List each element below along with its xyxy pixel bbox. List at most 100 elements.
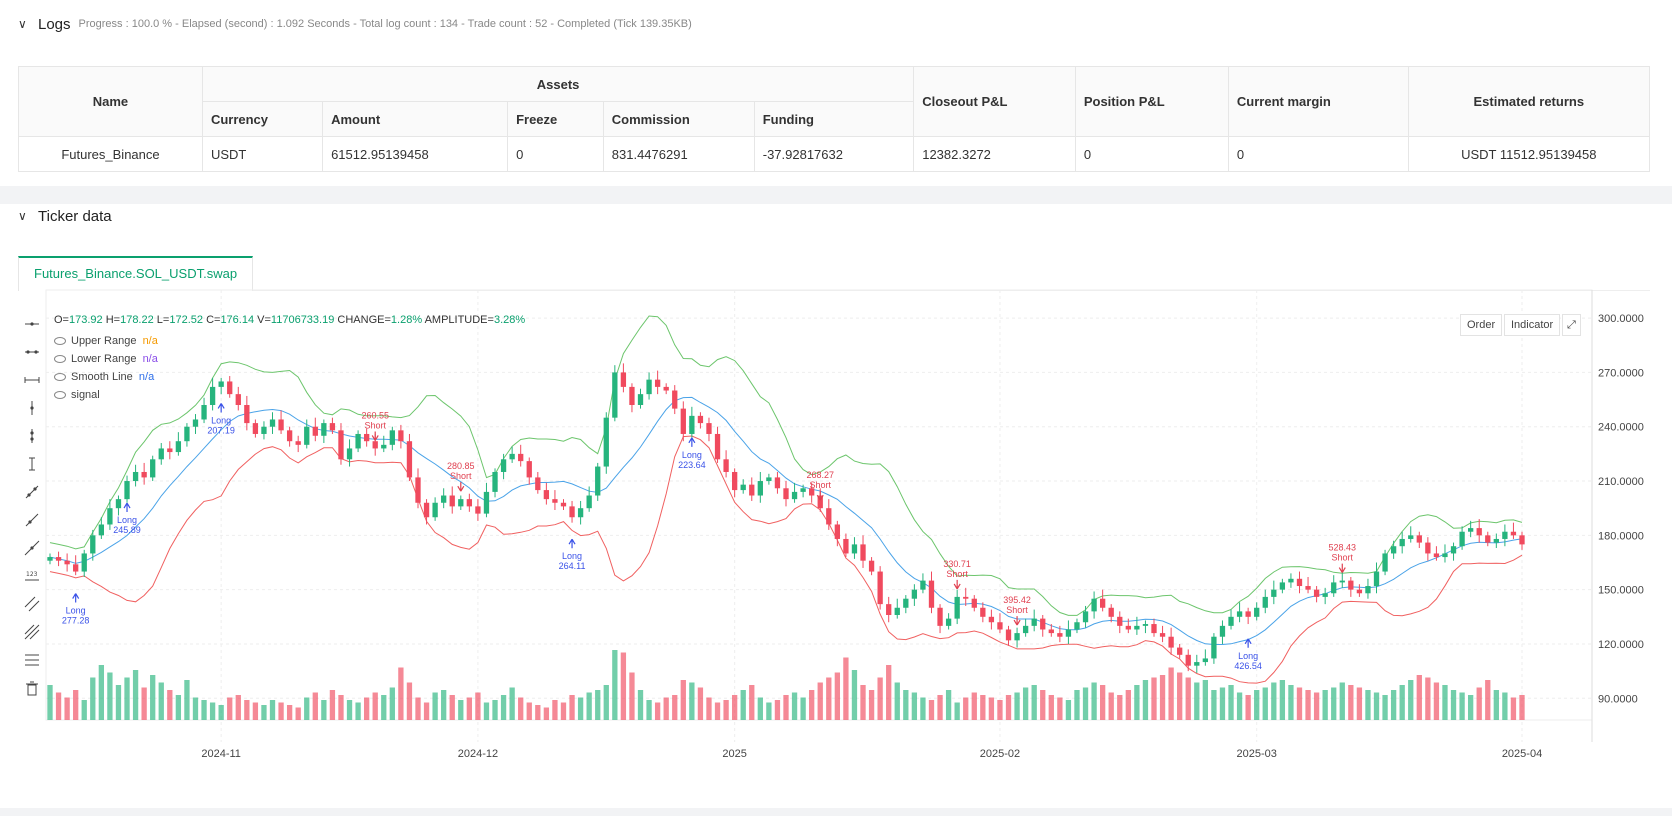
candle-body bbox=[1057, 633, 1063, 637]
volume-bar bbox=[90, 677, 96, 720]
candle-body bbox=[1356, 589, 1363, 594]
candle-body bbox=[766, 477, 772, 482]
legend-signal[interactable]: signal bbox=[54, 386, 158, 404]
legend-smooth-line[interactable]: Smooth Line n/a bbox=[54, 368, 158, 386]
volume-bar bbox=[227, 697, 233, 720]
funding-header: Funding bbox=[753, 101, 915, 137]
indicator-button[interactable]: Indicator bbox=[1504, 314, 1561, 336]
cell-name: Futures_Binance bbox=[18, 136, 203, 172]
volume-bar bbox=[877, 677, 883, 720]
volume-bar bbox=[1194, 682, 1200, 720]
ray-line-icon[interactable] bbox=[20, 506, 44, 534]
volume-bar bbox=[1348, 685, 1354, 720]
volume-bar bbox=[868, 690, 875, 720]
volume-bar bbox=[124, 677, 130, 720]
volume-bar bbox=[1185, 677, 1191, 720]
volume-bar bbox=[509, 687, 515, 720]
candle-body bbox=[1322, 593, 1328, 597]
short-price-label: 268.27 bbox=[806, 470, 834, 480]
horizontal-segment-icon[interactable] bbox=[20, 366, 44, 394]
eye-icon[interactable] bbox=[54, 337, 66, 345]
candle-body bbox=[500, 459, 507, 472]
candle-body bbox=[321, 423, 327, 436]
horizontal-ray-icon[interactable] bbox=[20, 338, 44, 366]
parallel-channel-icon[interactable] bbox=[20, 590, 44, 618]
horizontal-line-icon[interactable] bbox=[20, 310, 44, 338]
vertical-line-icon[interactable] bbox=[20, 394, 44, 422]
candle-body bbox=[1177, 647, 1183, 655]
open-value: 173.92 bbox=[68, 314, 103, 326]
fullscreen-icon[interactable]: ⤢ bbox=[1562, 314, 1581, 336]
candle-body bbox=[1510, 531, 1517, 536]
volume-bar bbox=[971, 692, 977, 720]
volume-bar bbox=[372, 692, 378, 720]
cell-amount: 61512.95139458 bbox=[322, 136, 509, 172]
pitchfork-icon[interactable] bbox=[20, 618, 44, 646]
volume-bar bbox=[860, 685, 866, 720]
eye-icon[interactable] bbox=[54, 373, 66, 381]
candle-body bbox=[1134, 625, 1140, 630]
volume-bar bbox=[432, 692, 438, 720]
chevron-down-icon[interactable]: ∨ bbox=[18, 209, 27, 223]
candle-body bbox=[535, 477, 541, 491]
volume-bar bbox=[1467, 695, 1474, 720]
candle-body bbox=[731, 471, 738, 491]
candle-body bbox=[1151, 624, 1157, 634]
trend-line-icon[interactable] bbox=[20, 478, 44, 506]
candle-body bbox=[381, 444, 387, 449]
eye-icon[interactable] bbox=[54, 355, 66, 363]
volume-bar bbox=[466, 697, 473, 720]
long-arrow-icon bbox=[688, 437, 696, 447]
short-arrow-icon bbox=[953, 579, 961, 590]
volume-bar bbox=[672, 695, 678, 720]
volume-bar bbox=[1005, 695, 1012, 720]
trash-icon[interactable] bbox=[20, 674, 44, 702]
volume-bar bbox=[1373, 692, 1380, 720]
price-chart[interactable]: 90.0000 120.0000 150.0000 180.0000 210.0000 2… bbox=[0, 204, 1672, 808]
candle-body bbox=[1074, 622, 1080, 630]
candle-body bbox=[851, 544, 858, 554]
legend-lower-range[interactable]: Lower Range n/a bbox=[54, 350, 158, 368]
long-arrow-icon bbox=[123, 502, 131, 513]
short-price-label: 395.42 bbox=[1003, 595, 1031, 605]
volume-bar bbox=[252, 702, 259, 720]
chevron-down-icon[interactable]: ∨ bbox=[18, 17, 27, 31]
short-label: Short bbox=[1006, 605, 1028, 615]
volume-bar bbox=[500, 695, 507, 720]
volume-bar bbox=[1117, 695, 1123, 720]
fib-retracement-icon[interactable] bbox=[20, 646, 44, 674]
candle-body bbox=[415, 477, 421, 503]
cell-position-pnl: 0 bbox=[1074, 136, 1229, 172]
volume-bar bbox=[1040, 690, 1046, 720]
volume-bar bbox=[646, 700, 652, 720]
volume-bar bbox=[346, 700, 353, 720]
candle-body bbox=[1373, 571, 1380, 587]
legend-upper-range[interactable]: Upper Range n/a bbox=[54, 332, 158, 350]
candle-body bbox=[432, 502, 438, 518]
volume-bar bbox=[928, 700, 935, 720]
volume-bar bbox=[483, 702, 490, 720]
tab-sol-usdt-swap[interactable]: Futures_Binance.SOL_USDT.swap bbox=[18, 256, 254, 291]
vertical-ray-icon[interactable] bbox=[20, 422, 44, 450]
order-button[interactable]: Order bbox=[1460, 314, 1503, 336]
vertical-segment-icon[interactable] bbox=[20, 450, 44, 478]
y-tick-label: 300.0000 bbox=[1598, 313, 1644, 325]
eye-icon[interactable] bbox=[54, 391, 66, 399]
extended-line-icon[interactable] bbox=[20, 534, 44, 562]
volume-bar bbox=[1485, 680, 1491, 720]
candle-body bbox=[1348, 580, 1354, 590]
svg-text:123: 123 bbox=[26, 571, 38, 578]
short-arrow-icon bbox=[1013, 616, 1021, 626]
logs-header[interactable]: ∨ Logs Progress : 100.0 % - Elapsed (sec… bbox=[18, 12, 692, 36]
volume-bar bbox=[1082, 687, 1089, 720]
candle-body bbox=[192, 419, 199, 427]
close-value: 176.14 bbox=[220, 314, 255, 326]
candle-body bbox=[1450, 546, 1457, 554]
volume-bar bbox=[757, 697, 763, 720]
volume-bar bbox=[261, 705, 267, 720]
volume-bar bbox=[449, 695, 455, 720]
volume-bar bbox=[141, 687, 147, 720]
volume-bar bbox=[1031, 685, 1037, 720]
price-label-icon[interactable]: 123 bbox=[20, 562, 44, 590]
ticker-header[interactable]: ∨ Ticker data bbox=[18, 204, 112, 228]
